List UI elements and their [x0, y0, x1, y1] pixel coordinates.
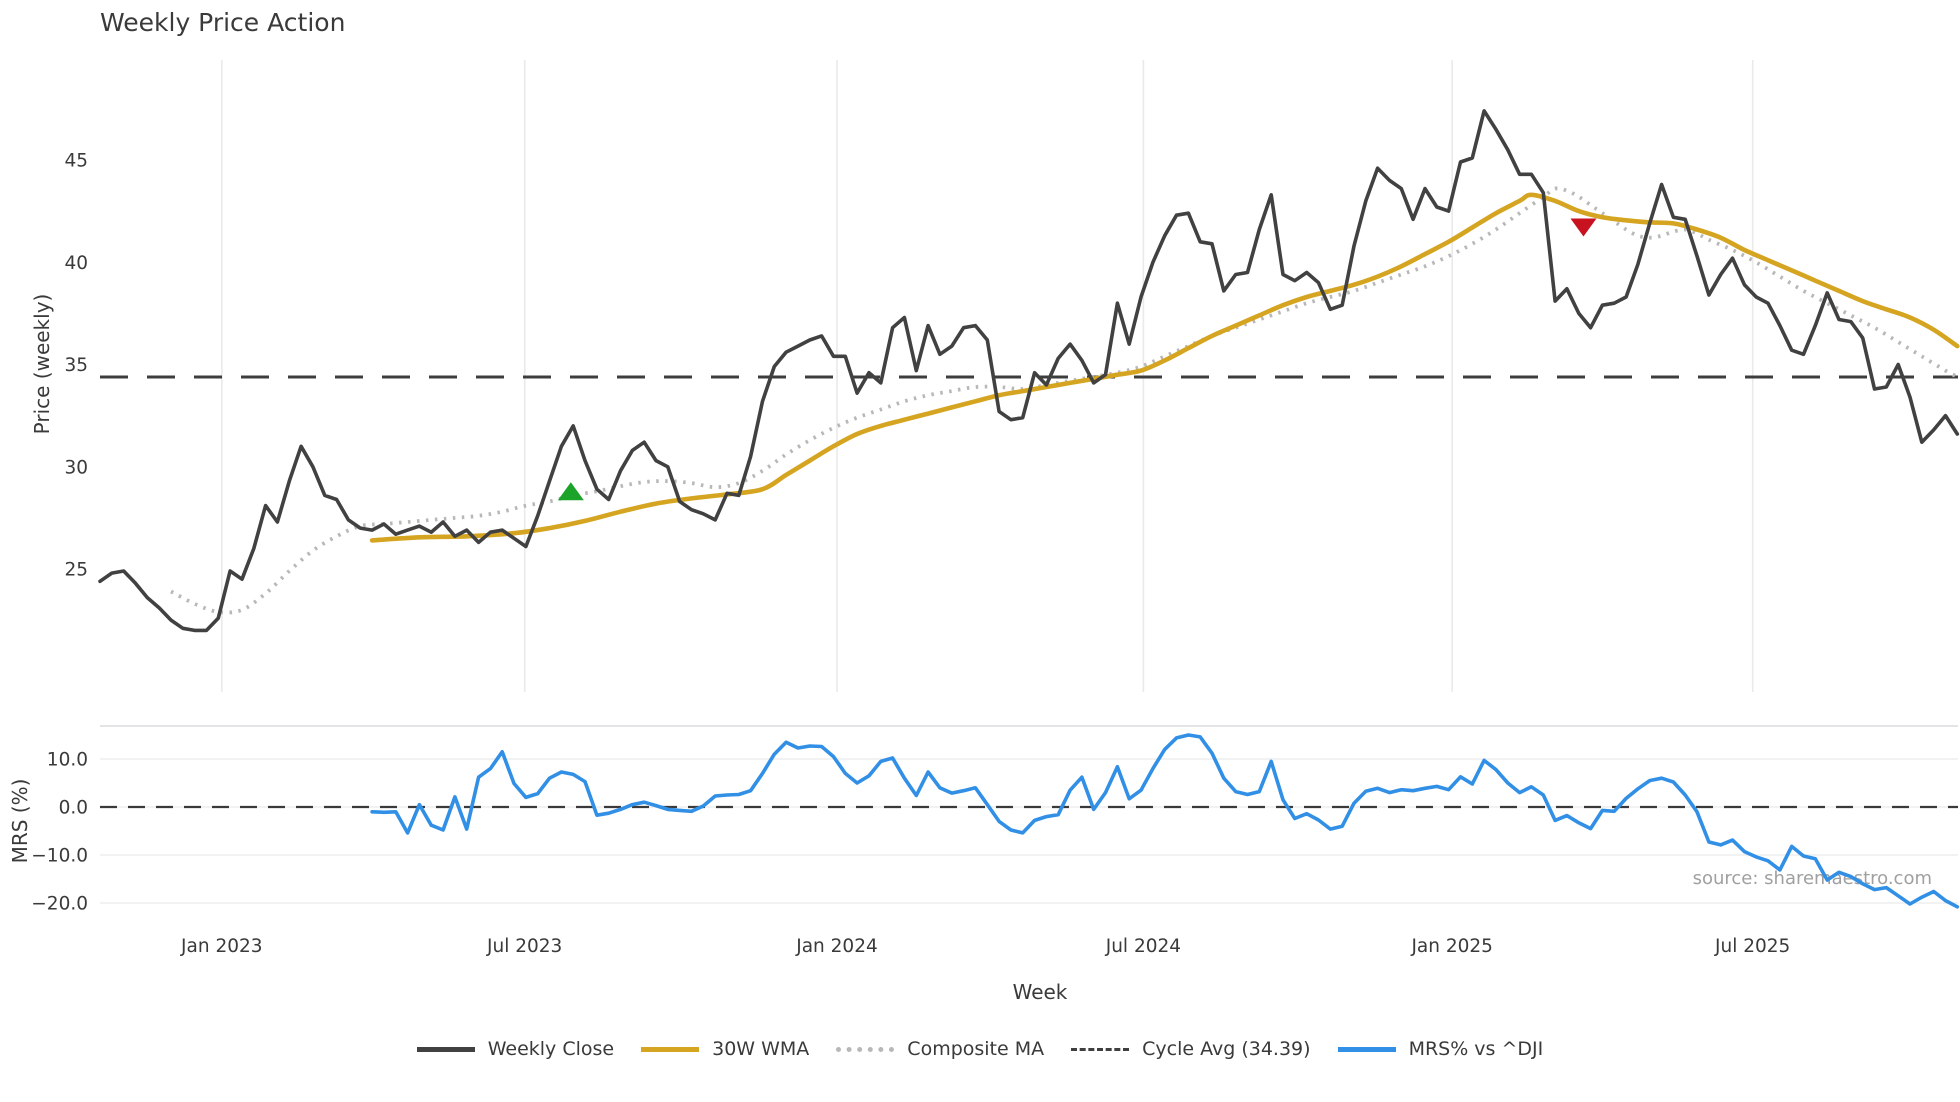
legend-item-cycle-avg: Cycle Avg (34.39) [1071, 1038, 1311, 1060]
legend-item-wma: 30W WMA [641, 1038, 809, 1060]
legend-label: Composite MA [907, 1038, 1045, 1060]
mrs-tick-label: −20.0 [31, 894, 88, 915]
chart-title: Weekly Price Action [100, 8, 346, 37]
mrs-tick-label: −10.0 [31, 846, 88, 867]
buy-signal-marker [557, 482, 584, 501]
mrs-line [370, 733, 1960, 909]
mrs-tick-label: 0.0 [59, 798, 88, 819]
date-tick-label: Jan 2023 [180, 936, 262, 957]
legend-label: Weekly Close [487, 1038, 615, 1060]
weekly-close-swatch-icon [416, 1046, 475, 1052]
date-tick-label: Jul 2025 [1714, 936, 1790, 957]
legend-label: MRS% vs ^DJI [1408, 1038, 1544, 1060]
cycle-avg-swatch-icon [1071, 1047, 1130, 1051]
price-tick-label: 35 [64, 355, 88, 376]
legend-label: Cycle Avg (34.39) [1142, 1038, 1311, 1060]
date-tick-label: Jul 2024 [1105, 936, 1181, 957]
price-tick-label: 45 [64, 151, 88, 172]
legend-item-mrs: MRS% vs ^DJI [1337, 1038, 1544, 1060]
axis-tick-labels: 25 30 35 40 45 10.0 0.0 −10.0 −20.0 Jan 2023 Jul 2… [31, 151, 1790, 958]
mrs-swatch-icon [1337, 1046, 1396, 1052]
composite-swatch-icon [836, 1046, 895, 1052]
wma-swatch-icon [641, 1046, 700, 1052]
date-tick-label: Jan 2024 [795, 936, 877, 957]
price-tick-label: 30 [64, 457, 88, 478]
x-axis-label: Week [1012, 980, 1068, 1004]
price-tick-label: 40 [64, 253, 88, 274]
date-tick-label: Jul 2023 [486, 936, 562, 957]
mrs-tick-label: 10.0 [47, 750, 88, 771]
price-tick-label: 25 [64, 560, 88, 581]
source-watermark: source: sharemaestro.com [1692, 868, 1932, 889]
bottom-panel-gridlines [100, 725, 1958, 904]
legend: Weekly Close 30W WMA Composite MA Cycle … [0, 1038, 1960, 1060]
composite-ma-line [170, 186, 1959, 615]
wma-30w-line [369, 192, 1960, 543]
legend-item-composite: Composite MA [836, 1038, 1044, 1060]
date-tick-label: Jan 2025 [1410, 936, 1492, 957]
legend-label: 30W WMA [712, 1038, 810, 1060]
sell-signal-marker [1570, 218, 1597, 237]
legend-item-weekly-close: Weekly Close [416, 1038, 615, 1060]
weekly-close-line [98, 109, 1960, 633]
